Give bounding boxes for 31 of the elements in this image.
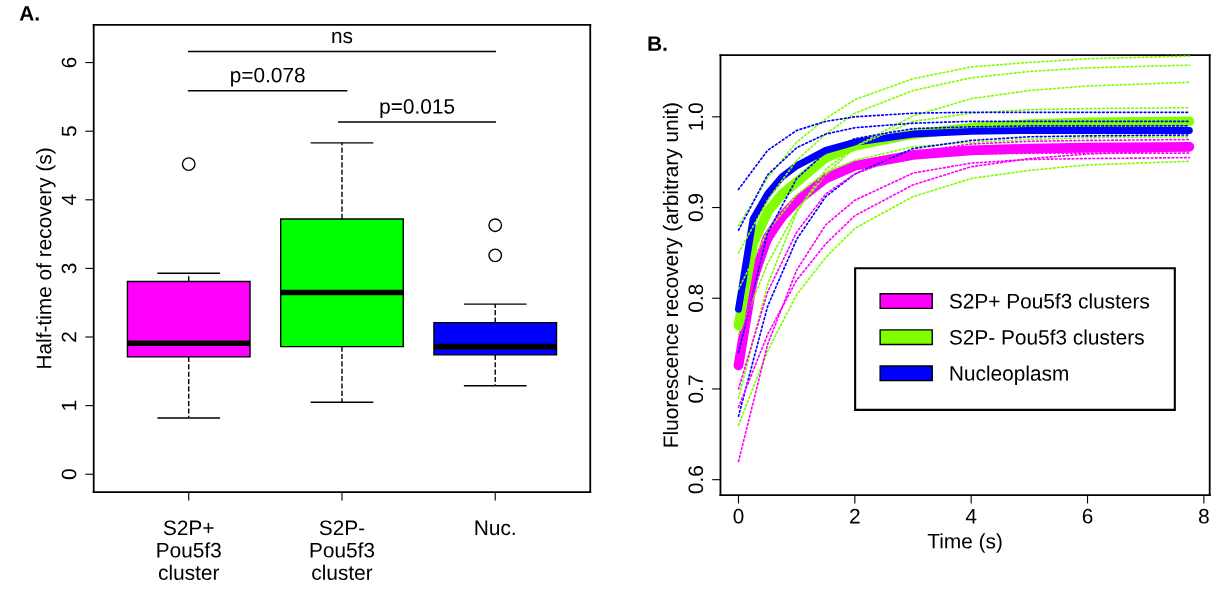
y-tick-label: 0.8	[688, 284, 704, 312]
x-tick-label: Nuc.	[475, 520, 515, 536]
y-tick-label: 0	[61, 469, 77, 480]
chart-title: B.	[648, 36, 667, 51]
y-axis-title: Fluorescence recovery (arbitrary unit)	[662, 103, 683, 447]
y-axis-title: Half-time of recovery (s)	[36, 148, 56, 368]
x-axis-title: Time (s)	[927, 533, 1002, 553]
x-tick-label: S2P+ Pou5f3 cluster	[157, 520, 221, 581]
y-tick-label: 2	[61, 332, 77, 342]
x-tick-label: 0	[733, 508, 744, 524]
annotation: p=0.015	[380, 99, 455, 118]
y-tick-label: 0.9	[688, 194, 704, 222]
y-tick-label: 5	[61, 126, 77, 137]
chart-title: A.	[19, 6, 39, 21]
x-tick-label: S2P- Pou5f3 cluster	[310, 520, 375, 581]
y-tick-label: 3	[61, 263, 77, 274]
x-tick-label: 8	[1198, 508, 1209, 524]
x-tick-label: 6	[1082, 508, 1093, 524]
legend-label: S2P+ Pou5f3 clusters	[949, 293, 1150, 309]
legend-label: S2P- Pou5f3 clusters	[949, 329, 1144, 345]
y-tick-label: 0.7	[688, 375, 704, 403]
y-tick-label: 1	[61, 400, 77, 410]
y-tick-label: 1.0	[688, 103, 704, 130]
y-tick-label: 4	[61, 194, 77, 206]
y-tick-label: 0.6	[688, 466, 704, 494]
x-tick-label: 4	[965, 509, 977, 524]
annotation: p=0.078	[231, 67, 305, 87]
y-tick-label: 6	[61, 57, 77, 68]
legend-label: Nucleoplasm	[950, 365, 1068, 385]
x-tick-label: 2	[850, 508, 860, 524]
annotation: ns	[332, 31, 353, 44]
